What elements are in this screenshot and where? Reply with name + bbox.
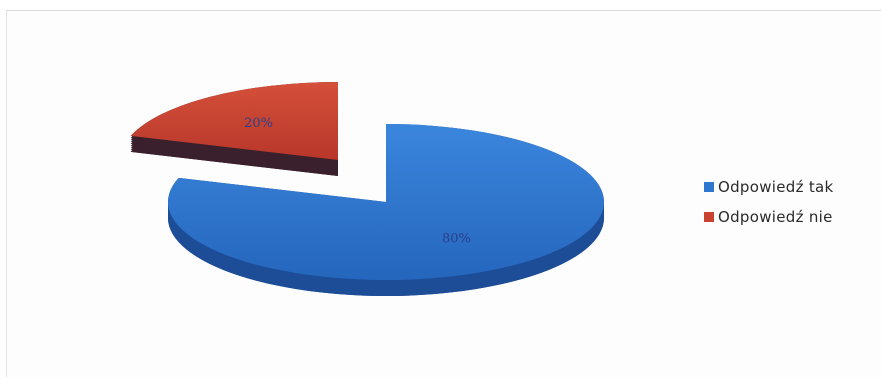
legend-label-tak: Odpowiedź tak bbox=[718, 178, 834, 196]
legend-item-tak: Odpowiedź tak bbox=[704, 172, 834, 202]
pie-slice-tak bbox=[167, 124, 605, 296]
pie-slice-nie bbox=[130, 82, 338, 176]
data-label-tak: 80% bbox=[442, 232, 471, 247]
chart-legend: Odpowiedź tak Odpowiedź nie bbox=[704, 172, 834, 232]
legend-label-nie: Odpowiedź nie bbox=[718, 208, 833, 226]
pie-slice-top-tak bbox=[167, 124, 604, 280]
pie-slice-top-nie bbox=[130, 82, 338, 160]
legend-item-nie: Odpowiedź nie bbox=[704, 202, 834, 232]
legend-swatch-nie bbox=[704, 212, 714, 222]
data-label-nie: 20% bbox=[244, 116, 273, 131]
legend-swatch-tak bbox=[704, 182, 714, 192]
